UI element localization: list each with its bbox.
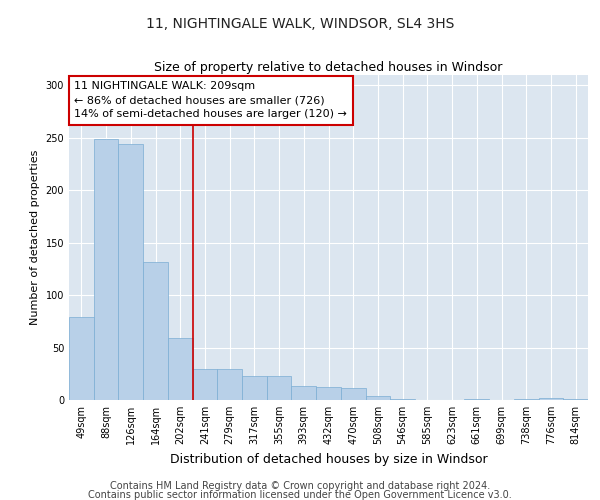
Bar — [193, 368, 217, 400]
X-axis label: Distribution of detached houses by size in Windsor: Distribution of detached houses by size … — [170, 452, 487, 466]
Bar — [316, 388, 341, 400]
Bar — [464, 399, 489, 400]
Bar — [514, 399, 539, 400]
Y-axis label: Number of detached properties: Number of detached properties — [30, 150, 40, 325]
Bar — [118, 144, 143, 400]
Text: 11, NIGHTINGALE WALK, WINDSOR, SL4 3HS: 11, NIGHTINGALE WALK, WINDSOR, SL4 3HS — [146, 18, 454, 32]
Bar — [563, 399, 588, 400]
Text: 11 NIGHTINGALE WALK: 209sqm
← 86% of detached houses are smaller (726)
14% of se: 11 NIGHTINGALE WALK: 209sqm ← 86% of det… — [74, 82, 347, 120]
Bar — [143, 262, 168, 400]
Bar — [390, 399, 415, 400]
Bar — [217, 368, 242, 400]
Bar — [365, 396, 390, 400]
Bar — [168, 338, 193, 400]
Bar — [267, 376, 292, 400]
Bar — [69, 317, 94, 400]
Bar — [341, 388, 365, 400]
Title: Size of property relative to detached houses in Windsor: Size of property relative to detached ho… — [154, 61, 503, 74]
Text: Contains public sector information licensed under the Open Government Licence v3: Contains public sector information licen… — [88, 490, 512, 500]
Bar — [94, 139, 118, 400]
Bar — [539, 398, 563, 400]
Bar — [242, 376, 267, 400]
Text: Contains HM Land Registry data © Crown copyright and database right 2024.: Contains HM Land Registry data © Crown c… — [110, 481, 490, 491]
Bar — [292, 386, 316, 400]
